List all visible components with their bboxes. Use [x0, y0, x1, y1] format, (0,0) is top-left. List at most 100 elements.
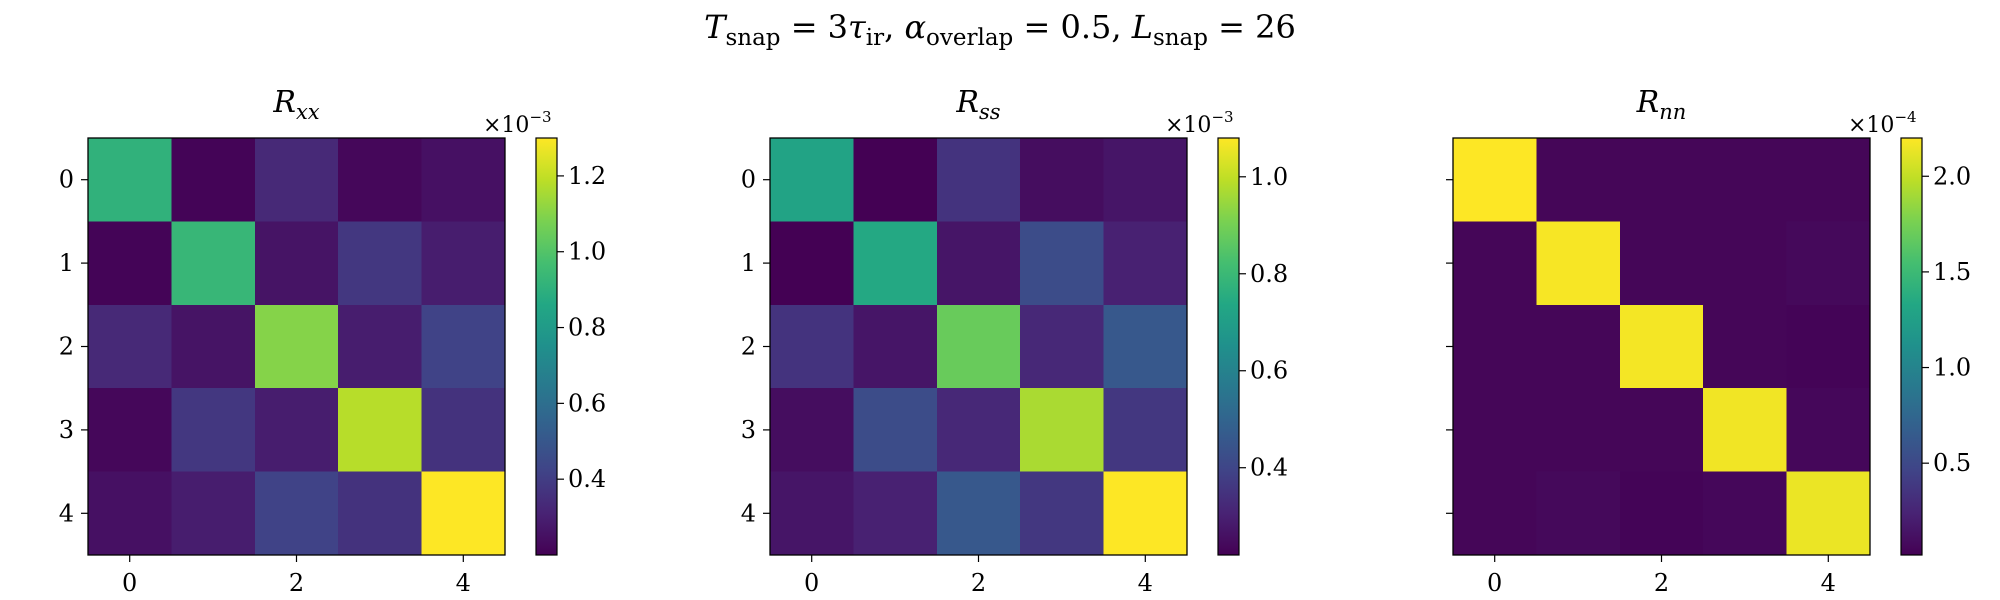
figure-title-part: = 0.5, — [1013, 8, 1131, 46]
figure-title-part: L — [1131, 8, 1153, 46]
heatmap-cell — [1103, 471, 1188, 556]
heatmap-cell — [338, 221, 423, 306]
heatmap-panel-2: Rnn 0 2 4 0.5 1.0 1.5 2.0 ×10−4 — [1446, 85, 1971, 597]
heatmap-cell — [1619, 304, 1704, 389]
heatmap-cell — [1619, 471, 1704, 556]
y-tick-label: 0 — [741, 166, 756, 194]
heatmap-cell — [338, 471, 423, 556]
figure-title-part: = 3 — [781, 8, 849, 46]
colorbar-tick-label: 0.4 — [568, 465, 606, 493]
heatmap-cell — [1103, 304, 1188, 389]
heatmap-cell — [853, 304, 938, 389]
figure-title-part: , — [884, 8, 904, 46]
y-tick-label: 2 — [741, 333, 756, 361]
heatmap-cell — [1536, 221, 1621, 306]
heatmap-cell — [1703, 221, 1788, 306]
colorbar-tick-label: 1.0 — [1250, 163, 1288, 191]
heatmap-cell — [936, 138, 1021, 222]
heatmap-cell — [1786, 471, 1871, 556]
y-tick-label: 3 — [741, 416, 756, 444]
heatmap-cell — [254, 138, 339, 222]
panel-title: Rss — [955, 85, 1000, 124]
x-tick-label: 0 — [804, 569, 819, 597]
heatmap-cell — [853, 388, 938, 473]
heatmap-cell — [421, 471, 506, 556]
heatmap-cell — [171, 471, 256, 556]
heatmap-cell — [254, 471, 339, 556]
heatmap-cell — [853, 471, 938, 556]
heatmap-cell — [1103, 221, 1188, 306]
heatmap-cell — [254, 388, 339, 473]
heatmap-cell — [1020, 304, 1105, 389]
heatmap-cell — [1103, 138, 1188, 222]
heatmap-cell — [171, 388, 256, 473]
x-tick-label: 0 — [1487, 569, 1502, 597]
heatmap-cell — [1786, 221, 1871, 306]
figure-title-part: = 26 — [1208, 8, 1296, 46]
x-tick-label: 4 — [1138, 569, 1153, 597]
heatmap-cell — [254, 221, 339, 306]
x-tick-label: 2 — [1654, 569, 1669, 597]
heatmap-cell — [1619, 138, 1704, 222]
figure-title-part: T — [704, 8, 728, 46]
colorbar-scale-label: ×10−4 — [1848, 108, 1917, 138]
heatmap-cell — [338, 388, 423, 473]
heatmap-cell — [1536, 304, 1621, 389]
panels: Rxx 0 1 2 3 4 0 2 4 0.4 0.6 0.8 1.0 1.2 ×10−3 Rss 0 1 2 3 4 0… — [59, 85, 1971, 597]
heatmap-cell — [1536, 471, 1621, 556]
heatmap-cell — [171, 138, 256, 222]
heatmap-cell — [1536, 388, 1621, 473]
y-tick-label: 4 — [741, 499, 756, 527]
heatmap-cell — [853, 138, 938, 222]
figure-title: Tsnap = 3τir, αoverlap = 0.5, Lsnap = 26 — [704, 8, 1296, 51]
heatmap-cell — [1703, 388, 1788, 473]
heatmap-cell — [421, 304, 506, 389]
heatmap-cell — [1453, 221, 1537, 306]
heatmap-cell — [1453, 471, 1537, 556]
heatmap-panel-0: Rxx 0 1 2 3 4 0 2 4 0.4 0.6 0.8 1.0 1.2 ×10−3 — [59, 85, 606, 597]
colorbar-tick-label: 0.4 — [1250, 454, 1288, 482]
heatmap-cell — [421, 138, 506, 222]
heatmap-cell — [936, 388, 1021, 473]
y-tick-label: 3 — [59, 416, 74, 444]
colorbar-tick-label: 0.6 — [1250, 357, 1288, 385]
heatmap-cell — [1020, 221, 1105, 306]
heatmap-cell — [88, 388, 172, 473]
y-tick-label: 1 — [59, 249, 74, 277]
heatmap-cell — [770, 304, 854, 389]
heatmap-cell — [1453, 388, 1537, 473]
x-tick-label: 0 — [122, 569, 137, 597]
heatmap-cell — [171, 304, 256, 389]
heatmap-cell — [88, 138, 172, 222]
heatmap-cell — [1786, 304, 1871, 389]
figure-title-part: ir — [866, 25, 884, 51]
heatmap-cell — [770, 388, 854, 473]
heatmap-cell — [88, 221, 172, 306]
heatmap-cell — [936, 304, 1021, 389]
x-tick-label: 4 — [1821, 569, 1836, 597]
colorbar-tick-label: 1.5 — [1933, 258, 1971, 286]
heatmap-cell — [936, 471, 1021, 556]
colorbar — [1900, 137, 1923, 556]
figure-title-part: α — [904, 8, 926, 46]
heatmap-cell — [1619, 221, 1704, 306]
figure-title-part: snap — [1153, 25, 1208, 51]
y-tick-label: 1 — [741, 249, 756, 277]
figure-title-part: snap — [725, 25, 780, 51]
colorbar-tick-label: 0.8 — [568, 314, 606, 342]
colorbar-tick-label: 0.8 — [1250, 260, 1288, 288]
heatmap-cell — [1453, 138, 1537, 222]
heatmap-cell — [1536, 138, 1621, 222]
heatmap-cell — [88, 304, 172, 389]
heatmap-cell — [1020, 471, 1105, 556]
heatmap-cell — [1020, 138, 1105, 222]
heatmap-cell — [421, 388, 506, 473]
y-tick-label: 2 — [59, 333, 74, 361]
heatmap-cell — [1020, 388, 1105, 473]
y-tick-label: 0 — [59, 166, 74, 194]
heatmap-cell — [770, 138, 854, 222]
heatmap-cell — [1703, 471, 1788, 556]
colorbar-tick-label: 0.6 — [568, 389, 606, 417]
x-tick-label: 2 — [289, 569, 304, 597]
